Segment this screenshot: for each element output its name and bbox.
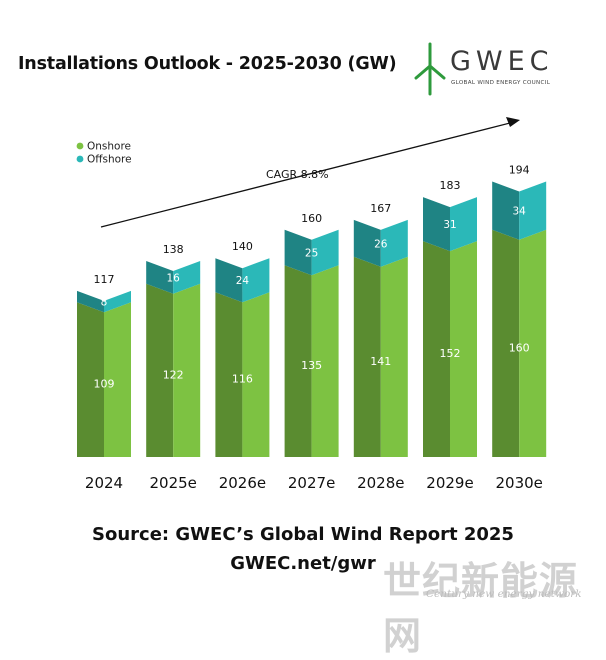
- x-tick-label: 2030e: [495, 474, 542, 492]
- bar-offshore-left: [492, 181, 520, 240]
- bar-offshore-right: [519, 181, 547, 240]
- bar-onshore-left: [492, 229, 520, 457]
- offshore-value-label: 24: [236, 275, 250, 287]
- legend-marker: [76, 142, 84, 150]
- onshore-value-label: 135: [301, 359, 322, 372]
- watermark-en: Century new energy network: [426, 588, 582, 600]
- gwec-logo: GWEC GLOBAL WIND ENERGY COUNCIL: [412, 40, 582, 96]
- total-value-label: 194: [509, 164, 530, 177]
- total-value-label: 160: [301, 212, 322, 225]
- logo-wordmark: GWEC: [450, 46, 554, 77]
- bar-onshore-right: [380, 256, 408, 457]
- bar-offshore-right: [104, 290, 131, 313]
- x-tick-label: 2026e: [219, 474, 266, 492]
- bar-offshore-right: [450, 197, 477, 252]
- onshore-value-label: 152: [440, 347, 461, 360]
- total-value-label: 117: [94, 273, 115, 286]
- legend-marker: [76, 155, 84, 163]
- legend-label: Offshore: [87, 154, 132, 166]
- x-tick-label: 2024: [85, 474, 123, 492]
- offshore-value-label: 26: [374, 238, 388, 250]
- bar-onshore-right: [104, 302, 131, 457]
- cagr-arrowhead: [506, 117, 520, 127]
- offshore-value-label: 16: [167, 272, 181, 284]
- bar-onshore-left: [215, 292, 243, 457]
- bar-onshore-right: [311, 265, 339, 457]
- wind-turbine-icon: [414, 42, 446, 96]
- watermark-cn: 世纪新能源网: [383, 558, 579, 658]
- bar-offshore-left: [353, 219, 381, 267]
- cagr-arrow: [100, 122, 511, 228]
- bar-offshore-right: [173, 261, 201, 294]
- bar-offshore-left: [284, 229, 312, 276]
- bar-offshore-right: [380, 219, 408, 267]
- total-value-label: 183: [440, 179, 461, 192]
- bar-offshore-right: [311, 229, 339, 276]
- logo-subtitle: GLOBAL WIND ENERGY COUNCIL: [451, 80, 551, 86]
- bar-offshore-left: [215, 258, 243, 303]
- offshore-value-label: 8: [101, 297, 108, 309]
- bar-onshore-left: [284, 265, 312, 457]
- total-value-label: 140: [232, 240, 253, 253]
- bar-onshore-left: [353, 256, 381, 457]
- source-line: Source: GWEC’s Global Wind Report 2025: [92, 524, 514, 545]
- x-tick-label: 2025e: [149, 474, 196, 492]
- onshore-value-label: 109: [94, 378, 115, 391]
- cagr-label: CAGR 8.8%: [266, 168, 329, 181]
- x-tick-label: 2028e: [357, 474, 404, 492]
- offshore-value-label: 31: [443, 219, 456, 231]
- bar-offshore-left: [423, 197, 450, 252]
- source-url: GWEC.net/gwr: [230, 553, 376, 574]
- onshore-value-label: 141: [370, 355, 391, 368]
- x-tick-label: 2029e: [426, 474, 473, 492]
- onshore-value-label: 116: [232, 373, 253, 386]
- total-value-label: 138: [163, 243, 184, 256]
- bar-onshore-left: [77, 302, 104, 457]
- onshore-value-label: 160: [509, 341, 530, 354]
- bar-onshore-right: [519, 229, 547, 457]
- onshore-value-label: 122: [163, 368, 184, 381]
- offshore-value-label: 34: [513, 206, 527, 218]
- bar-offshore-left: [77, 290, 104, 313]
- chart-title: Installations Outlook - 2025-2030 (GW): [18, 54, 397, 74]
- bar-offshore-right: [242, 258, 270, 303]
- x-tick-label: 2027e: [288, 474, 335, 492]
- bar-onshore-right: [173, 283, 201, 457]
- bar-onshore-left: [146, 283, 174, 457]
- bar-onshore-right: [450, 241, 477, 457]
- bar-onshore-left: [423, 241, 450, 457]
- bar-offshore-left: [146, 261, 174, 294]
- bar-onshore-right: [242, 292, 270, 457]
- total-value-label: 167: [370, 202, 391, 215]
- offshore-value-label: 25: [305, 248, 318, 260]
- legend-label: Onshore: [87, 141, 131, 153]
